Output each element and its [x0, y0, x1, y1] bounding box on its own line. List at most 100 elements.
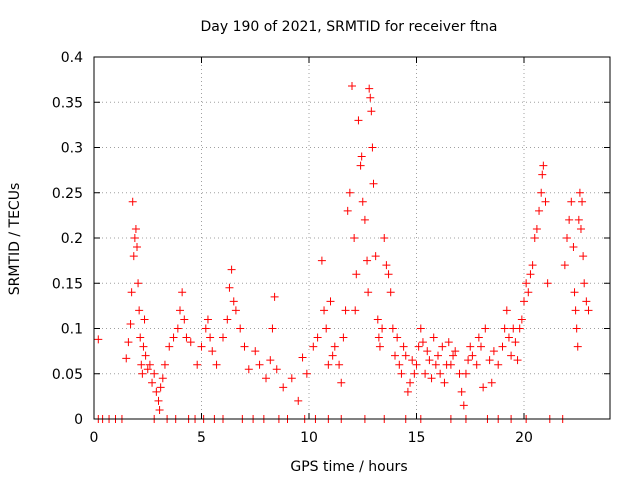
- data-point: [369, 179, 378, 188]
- data-point: [165, 342, 174, 351]
- y-tick-label: 0.05: [52, 367, 83, 383]
- data-point: [464, 356, 473, 365]
- data-point: [461, 369, 470, 378]
- data-point: [524, 288, 533, 297]
- data-point: [567, 197, 576, 206]
- data-point: [364, 288, 373, 297]
- data-point: [193, 360, 202, 369]
- data-point: [494, 360, 503, 369]
- y-tick-label: 0.1: [61, 322, 83, 338]
- data-point: [219, 333, 227, 342]
- data-point: [438, 342, 447, 351]
- data-point: [391, 351, 399, 360]
- data-point: [180, 315, 189, 324]
- data-point: [182, 333, 191, 342]
- data-point: [421, 369, 430, 378]
- data-point: [302, 369, 311, 378]
- x-tick-label: 5: [197, 430, 206, 446]
- data-point: [582, 297, 591, 306]
- data-point: [206, 333, 215, 342]
- data-point: [351, 306, 360, 315]
- data-point: [365, 84, 374, 93]
- data-point: [313, 333, 322, 342]
- data-point: [538, 170, 547, 179]
- data-point: [143, 365, 152, 374]
- data-point: [535, 206, 544, 215]
- data-point: [335, 360, 344, 369]
- axis-ticks: 0 0.05 0.1 0.15 0.2 0.25 0.3 0.35 0.4 0 5 10 15 20: [52, 50, 610, 446]
- data-point: [574, 215, 583, 224]
- data-point: [563, 234, 571, 242]
- data-point: [481, 324, 490, 333]
- data-point: [451, 347, 460, 356]
- data-point: [502, 306, 511, 315]
- data-point: [522, 279, 531, 288]
- data-point: [530, 234, 539, 242]
- y-tick-label: 0.2: [61, 231, 83, 247]
- data-point: [517, 315, 526, 324]
- data-point: [474, 333, 483, 342]
- data-point: [139, 342, 148, 351]
- data-point: [360, 215, 369, 224]
- data-point: [380, 234, 389, 242]
- data-point: [459, 401, 468, 410]
- data-point: [322, 324, 331, 333]
- data-point: [309, 342, 318, 351]
- data-point: [500, 324, 509, 333]
- data-point: [431, 360, 440, 369]
- data-point: [173, 324, 182, 333]
- data-point: [378, 324, 387, 333]
- data-point: [570, 288, 579, 297]
- data-point: [579, 252, 588, 261]
- data-point: [532, 224, 541, 233]
- data-point: [337, 378, 346, 387]
- data-point: [543, 279, 552, 288]
- data-point: [393, 333, 402, 342]
- data-point: [395, 360, 404, 369]
- data-point: [397, 369, 406, 378]
- data-point: [150, 369, 159, 378]
- data-point: [444, 338, 453, 347]
- data-points: [94, 81, 593, 423]
- data-point: [578, 197, 587, 206]
- data-point: [330, 342, 339, 351]
- data-point: [320, 306, 329, 315]
- data-point: [287, 374, 296, 383]
- data-point: [251, 347, 260, 356]
- data-point: [134, 279, 143, 288]
- data-point: [571, 306, 580, 315]
- data-point: [324, 360, 333, 369]
- data-point: [94, 335, 103, 344]
- data-point: [457, 387, 466, 396]
- data-point: [440, 378, 449, 387]
- y-tick-label: 0.3: [61, 141, 83, 157]
- data-point: [434, 351, 442, 360]
- data-point: [208, 347, 217, 356]
- y-tick-label: 0.35: [52, 95, 83, 111]
- data-point: [223, 315, 232, 324]
- data-point: [354, 116, 363, 125]
- data-point: [366, 93, 375, 102]
- data-point: [266, 356, 275, 365]
- data-point: [201, 324, 210, 333]
- data-point: [560, 261, 569, 270]
- data-point: [298, 353, 307, 362]
- data-point: [341, 306, 350, 315]
- data-point: [401, 351, 410, 360]
- data-point: [368, 143, 377, 152]
- data-point: [227, 265, 236, 274]
- data-point: [573, 342, 582, 351]
- data-point: [148, 378, 157, 387]
- data-point: [373, 315, 382, 324]
- x-axis-label: GPS time / hours: [290, 459, 407, 475]
- data-point: [371, 252, 380, 261]
- data-point: [485, 356, 494, 365]
- data-point: [425, 356, 434, 365]
- data-point: [158, 374, 167, 383]
- data-point: [477, 342, 485, 351]
- chart-title: Day 190 of 2021, SRMTID for receiver ftn…: [200, 19, 497, 35]
- data-point: [515, 324, 524, 333]
- x-tick-label: 10: [300, 430, 318, 446]
- data-point: [539, 161, 548, 170]
